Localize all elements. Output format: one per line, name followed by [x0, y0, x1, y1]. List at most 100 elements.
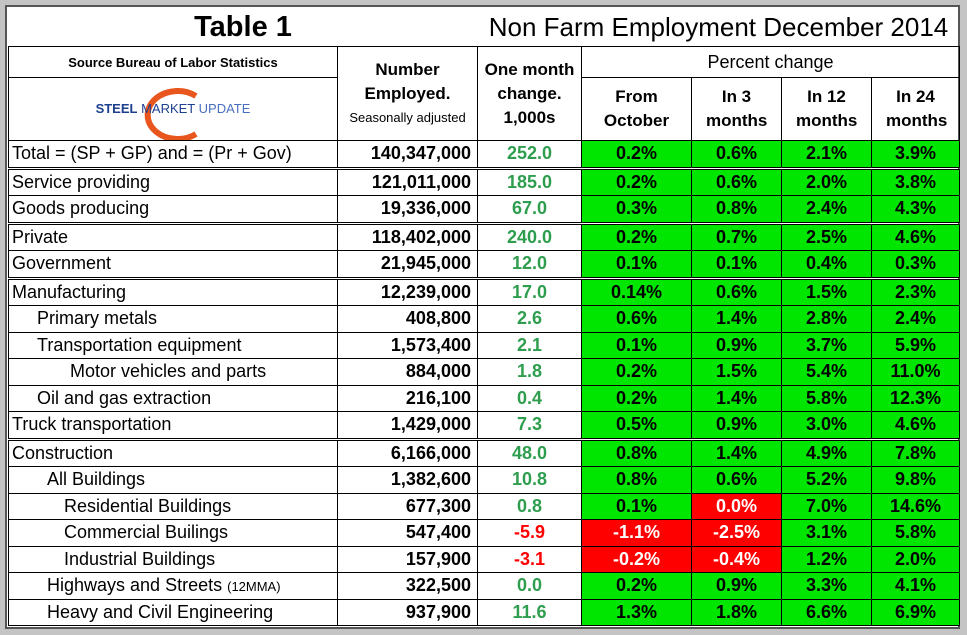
percent-change-cell: 9.8% — [871, 466, 960, 494]
row-label-text: Private — [12, 226, 69, 247]
row-label: Transportation equipment — [8, 331, 338, 359]
percent-change-cell: 4.1% — [871, 572, 960, 600]
row-label-text: Oil and gas extraction — [37, 387, 212, 408]
percent-change-cell: 2.0% — [871, 545, 960, 573]
percent-change-cell: 1.5% — [781, 276, 872, 306]
one-month-change: 2.1 — [477, 331, 582, 359]
row-label-text: Truck transportation — [12, 414, 172, 435]
row-label-text: Primary metals — [37, 308, 158, 329]
percent-change-cell: 7.8% — [871, 437, 960, 467]
one-month-change: 252.0 — [477, 140, 582, 169]
seasonally-adjusted-label: Seasonally adjusted — [349, 109, 466, 125]
row-label-text: Highways and Streets — [47, 575, 223, 596]
row-label-suffix: (12MMA) — [227, 579, 281, 595]
table-row: Motor vehicles and parts 884,000 1.8 0.2% 1.… — [8, 358, 960, 386]
percent-change-cell: 1.5% — [691, 358, 782, 386]
percent-change-cell: 3.7% — [781, 331, 872, 359]
row-label: Construction — [8, 437, 338, 467]
table-row: Government 21,945,000 12.0 0.1% 0.1% 0.4% 0.3% — [8, 250, 960, 279]
table-row: Construction 6,166,000 48.0 0.8% 1.4% 4.9% 7.8… — [8, 437, 960, 467]
row-label-text: Construction — [12, 442, 114, 463]
percent-change-cell: 12.3% — [871, 384, 960, 412]
row-label: Residential Buildings — [8, 492, 338, 520]
row-label: Motor vehicles and parts — [8, 358, 338, 386]
number-employed-header: Number Employed. Seasonally adjusted — [337, 46, 478, 141]
percent-change-cell: 0.5% — [581, 411, 692, 440]
percent-change-cell: 5.4% — [781, 358, 872, 386]
percent-change-cell: 5.8% — [871, 519, 960, 547]
logo-swoosh-icon — [144, 88, 198, 140]
percent-change-cell: 3.8% — [871, 166, 960, 196]
percent-change-cell: 0.2% — [581, 140, 692, 169]
percent-change-cell: 0.6% — [691, 140, 782, 169]
one-month-change: 12.0 — [477, 250, 582, 279]
logo-text-market: MARKET — [137, 101, 196, 116]
number-employed: 216,100 — [337, 384, 478, 412]
pct-col-header: In 24 months — [871, 77, 960, 141]
percent-change-cell: 4.9% — [781, 437, 872, 467]
percent-change-cell: 3.0% — [781, 411, 872, 440]
percent-change-cell: 0.9% — [691, 572, 782, 600]
table-row: Primary metals 408,800 2.6 0.6% 1.4% 2.8% 2.4% — [8, 305, 960, 333]
percent-change-cell: 2.1% — [781, 140, 872, 169]
percent-change-cell: 0.1% — [581, 250, 692, 279]
table-row: Goods producing 19,336,000 67.0 0.3% 0.8% 2.4… — [8, 195, 960, 224]
row-label-text: Transportation equipment — [37, 334, 242, 355]
percent-change-cell: 7.0% — [781, 492, 872, 520]
percent-change-cell: 0.7% — [691, 221, 782, 251]
row-label-text: Government — [12, 253, 112, 274]
table-row: Truck transportation 1,429,000 7.3 0.5% 0.9%… — [8, 411, 960, 440]
percent-change-cell: 1.4% — [691, 305, 782, 333]
number-employed: 140,347,000 — [337, 140, 478, 169]
number-employed: 677,300 — [337, 492, 478, 520]
percent-change-cell: 4.6% — [871, 221, 960, 251]
table-row: Commercial Builings 547,400 -5.9 -1.1% -2.5%… — [8, 519, 960, 547]
one-month-change: 1.8 — [477, 358, 582, 386]
row-label-text: Motor vehicles and parts — [70, 361, 267, 382]
percent-change-cell: 0.6% — [581, 305, 692, 333]
percent-change-cell: -0.2% — [581, 545, 692, 573]
table-row: Manufacturing 12,239,000 17.0 0.14% 0.6% 1.5%… — [8, 276, 960, 306]
percent-change-cell: 0.2% — [581, 358, 692, 386]
one-month-change: 240.0 — [477, 221, 582, 251]
percent-change-cell: 0.2% — [581, 166, 692, 196]
percent-change-cell: 2.8% — [781, 305, 872, 333]
percent-change-cell: 3.1% — [781, 519, 872, 547]
table-row: All Buildings 1,382,600 10.8 0.8% 0.6% 5.2% 9.… — [8, 466, 960, 494]
percent-change-cell: 0.3% — [581, 195, 692, 224]
table-row: Highways and Streets (12MMA) 322,500 0.0 0.… — [8, 572, 960, 600]
row-label-text: Total = (SP + GP) and = (Pr + Gov) — [12, 143, 292, 164]
percent-change-cell: 0.2% — [581, 384, 692, 412]
one-month-change: -3.1 — [477, 545, 582, 573]
pct-col-header: In 3 months — [691, 77, 782, 141]
row-label: Service providing — [8, 166, 338, 196]
logo-text-steel: STEEL — [95, 101, 138, 116]
percent-change-cell: 4.6% — [871, 411, 960, 440]
row-label: Government — [8, 250, 338, 279]
percent-change-cell: 4.3% — [871, 195, 960, 224]
percent-change-cell: 6.9% — [871, 598, 960, 626]
number-employed: 157,900 — [337, 545, 478, 573]
row-label-text: Commercial Builings — [64, 522, 229, 543]
number-employed: 322,500 — [337, 572, 478, 600]
number-employed: 1,573,400 — [337, 331, 478, 359]
percent-change-cell: 0.8% — [581, 437, 692, 467]
percent-change-cell: 0.9% — [691, 331, 782, 359]
row-label: Manufacturing — [8, 276, 338, 306]
percent-change-cell: 1.2% — [781, 545, 872, 573]
percent-change-cell: 1.4% — [691, 384, 782, 412]
percent-change-cell: -1.1% — [581, 519, 692, 547]
percent-change-cell: -0.4% — [691, 545, 782, 573]
number-employed: 1,382,600 — [337, 466, 478, 494]
one-month-change: 48.0 — [477, 437, 582, 467]
percent-change-cell: 0.9% — [691, 411, 782, 440]
percent-change-cell: 0.3% — [871, 250, 960, 279]
row-label: Private — [8, 221, 338, 251]
percent-change-cell: 0.0% — [691, 492, 782, 520]
percent-change-cell: 2.0% — [781, 166, 872, 196]
row-label-text: Service providing — [12, 171, 151, 192]
percent-change-cell: 1.4% — [691, 437, 782, 467]
row-label: Truck transportation — [8, 411, 338, 440]
number-employed: 884,000 — [337, 358, 478, 386]
percent-change-cell: 0.1% — [581, 331, 692, 359]
